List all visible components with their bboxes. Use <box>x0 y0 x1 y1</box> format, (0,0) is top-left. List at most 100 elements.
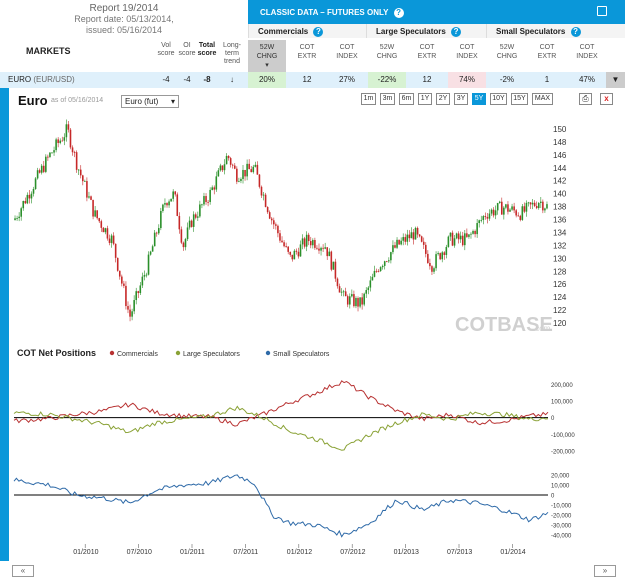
candle-body <box>77 169 80 171</box>
large-52w-value: -22% <box>368 72 406 88</box>
candle-body <box>82 175 84 182</box>
col-large-cot-extr[interactable]: COT EXTR <box>417 44 437 60</box>
candle-body <box>309 241 312 246</box>
timeframe-6m[interactable]: 6m <box>399 93 414 105</box>
timeframe-3y[interactable]: 3Y <box>454 93 468 105</box>
chart-area: 120 122 124 126 128 130 132 134 136 138 140 142 144 1… <box>13 117 575 556</box>
timeframe-1m[interactable]: 1m <box>361 93 376 105</box>
help-icon[interactable]: ? <box>451 27 462 37</box>
candle-body <box>170 198 172 202</box>
watermark-logo: COTBASE <box>455 314 553 336</box>
candle-body <box>531 202 534 205</box>
col-comm-cot-extr[interactable]: COT EXTR <box>297 44 317 60</box>
candle-body <box>486 217 489 219</box>
price-tick-label: 124 <box>553 293 567 302</box>
price-tick-label: 146 <box>553 151 567 160</box>
candle-body <box>316 247 318 249</box>
col-small-cot-extr[interactable]: COT EXTR <box>537 44 557 60</box>
col-large-cot-index[interactable]: COT INDEX <box>456 44 478 60</box>
timeframe-1y[interactable]: 1Y <box>418 93 432 105</box>
candle-body <box>112 235 115 244</box>
market-select[interactable]: Euro (fut) ▾ <box>121 95 179 108</box>
col-comm-52w-chng[interactable]: 52W CHNG ▾ <box>248 40 286 72</box>
candle-body <box>123 283 125 286</box>
cot-top-tick-label: 100,000 <box>551 400 573 406</box>
timeframe-5y[interactable]: 5Y <box>472 93 486 105</box>
candle-body <box>178 216 181 230</box>
help-icon[interactable]: ? <box>313 27 324 37</box>
prev-button[interactable]: « <box>12 565 34 577</box>
print-chart-icon[interactable]: ⎙ <box>579 93 592 105</box>
candle-body <box>353 294 355 307</box>
candle-body <box>457 233 460 240</box>
candle-body <box>153 232 156 247</box>
candle-body <box>201 204 203 206</box>
col-large-52w-chng[interactable]: 52W CHNG <box>376 44 398 60</box>
candle-body <box>102 227 105 233</box>
candle-body <box>385 261 388 263</box>
timeframe-max[interactable]: MAX <box>532 93 553 105</box>
print-icon[interactable] <box>597 6 607 16</box>
price-tick-label: 136 <box>553 216 567 225</box>
candle-body <box>110 235 113 243</box>
candle-body <box>248 163 250 170</box>
close-icon[interactable]: x <box>600 93 613 105</box>
legend-marker-1 <box>175 350 181 356</box>
candle-body <box>441 252 444 260</box>
col-small-52w-chng[interactable]: 52W CHNG <box>496 44 518 60</box>
candle-body <box>174 191 177 195</box>
col-small-cot-index[interactable]: COT INDEX <box>576 44 598 60</box>
small-index-value: 47% <box>578 75 595 84</box>
help-icon[interactable]: ? <box>393 8 404 18</box>
help-icon[interactable]: ? <box>570 27 581 37</box>
candle-body <box>215 176 218 190</box>
cot-bottom-tick-label: -30,000 <box>551 524 572 530</box>
candle-body <box>404 237 407 242</box>
candle-body <box>36 170 39 179</box>
candle-body <box>437 253 439 255</box>
candle-body <box>474 230 476 235</box>
candle-body <box>293 250 296 260</box>
candle-body <box>301 238 304 245</box>
long-term-trend-header: Long-term trend <box>223 42 241 65</box>
candle-body <box>264 194 267 207</box>
col-comm-cot-index[interactable]: COT INDEX <box>336 44 358 60</box>
timeframe-10y[interactable]: 10Y <box>490 93 507 105</box>
candle-body <box>476 223 478 235</box>
timeframe-2y[interactable]: 2Y <box>436 93 450 105</box>
candle-body <box>192 214 195 227</box>
candle-body <box>334 261 337 279</box>
candle-body <box>455 233 458 239</box>
oi-score-header: OI score <box>178 42 196 57</box>
expand-row-icon[interactable]: ▼ <box>606 72 625 88</box>
x-tick-label: 01/2014 <box>500 549 525 556</box>
candle-body <box>373 270 376 277</box>
next-button[interactable]: » <box>594 565 616 577</box>
comm-52w-value: 20% <box>248 72 286 88</box>
timeframe-15y[interactable]: 15Y <box>511 93 528 105</box>
legend-label: Small Speculators <box>273 351 330 358</box>
cot-top-tick-label: 0 <box>551 416 555 422</box>
candle-body <box>131 311 133 317</box>
candle-body <box>351 294 353 297</box>
candle-body <box>414 227 417 240</box>
candle-body <box>330 251 333 270</box>
candle-body <box>361 297 363 305</box>
comm-extr-value: 12 <box>302 75 312 84</box>
candle-body <box>197 216 199 218</box>
timeframe-3m[interactable]: 3m <box>380 93 395 105</box>
candle-body <box>424 244 427 254</box>
cot-top-tick-label: -100,000 <box>551 433 575 439</box>
candle-body <box>410 232 413 239</box>
candle-body <box>537 203 540 209</box>
candle-body <box>65 124 68 138</box>
candle-body <box>521 206 524 220</box>
candle-body <box>127 306 129 310</box>
candle-body <box>324 247 326 249</box>
total-score-header: Total score <box>197 42 217 57</box>
candle-body <box>367 287 370 291</box>
candle-body <box>494 210 497 216</box>
candle-body <box>447 236 450 247</box>
candle-body <box>182 242 185 248</box>
market-row-euro[interactable]: EURO (EUR/USD) -4 -4 -8 ↓ 20% 12 27% -22… <box>0 72 625 88</box>
